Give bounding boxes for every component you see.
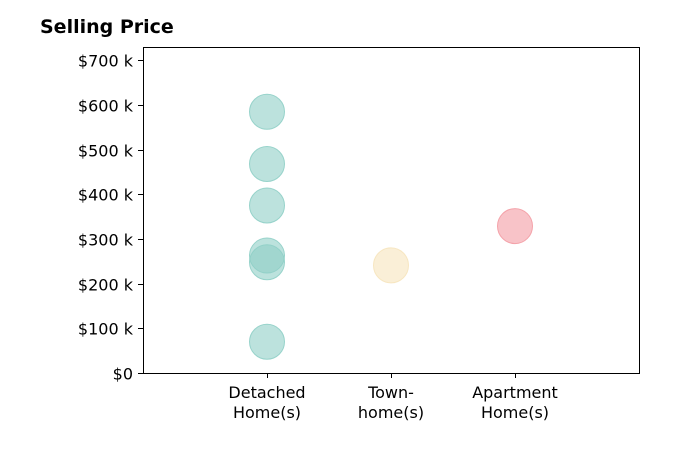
data-point [249, 93, 285, 130]
x-tick-label: Town- [367, 383, 414, 402]
plot-marks [249, 93, 533, 360]
y-tick-label: $500 k [78, 142, 134, 161]
x-tick-label: Home(s) [481, 403, 549, 422]
x-tick-label: home(s) [358, 403, 424, 422]
y-tick-label: $700 k [78, 52, 134, 71]
y-tick-label: $100 k [78, 320, 134, 339]
x-tick-label: Home(s) [233, 403, 301, 422]
y-tick-label: $200 k [78, 276, 134, 295]
data-point [249, 187, 285, 224]
data-point [497, 208, 533, 245]
data-point [373, 247, 409, 284]
y-tick-label: $600 k [78, 97, 134, 116]
data-point [249, 323, 285, 360]
plot-frame [143, 47, 640, 374]
chart-title: Selling Price [40, 16, 174, 38]
y-axis: $0 $100 k $200 k $300 k $400 k $500 k $600 k $7… [78, 52, 143, 384]
data-point [249, 244, 285, 281]
y-tick-label: $400 k [78, 186, 134, 205]
data-point [249, 146, 285, 183]
x-axis: DetachedHome(s)Town-home(s)ApartmentHome… [228, 373, 558, 422]
y-tick-label: $300 k [78, 231, 134, 250]
x-tick-label: Apartment [472, 383, 558, 402]
y-tick-label: $0 [113, 365, 133, 384]
x-tick-label: Detached [228, 383, 305, 402]
